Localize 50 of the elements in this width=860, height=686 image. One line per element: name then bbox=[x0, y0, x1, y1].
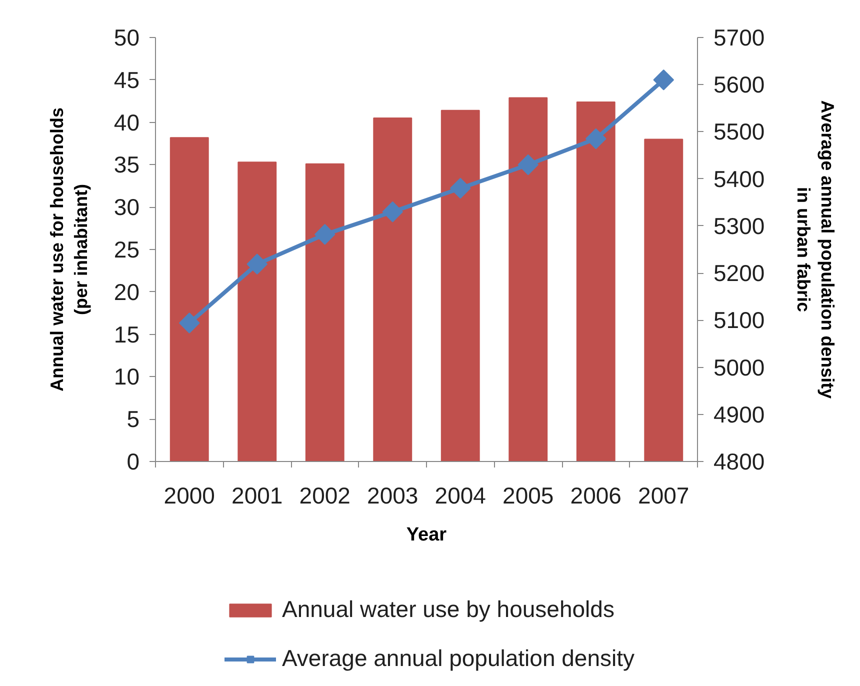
point bbox=[653, 70, 674, 90]
y2-tick-label: 5000 bbox=[714, 354, 765, 380]
bar bbox=[373, 118, 412, 462]
y2-tick-label: 5400 bbox=[714, 166, 765, 192]
bar bbox=[508, 97, 548, 462]
y-tick-label: 35 bbox=[114, 152, 140, 178]
y-tick-label: 20 bbox=[114, 278, 140, 305]
x-tick-label: 2003 bbox=[367, 482, 418, 508]
y-tick-label: 10 bbox=[114, 364, 140, 390]
y2-tick-label: 4900 bbox=[714, 401, 765, 428]
x-tick-label: 2002 bbox=[299, 482, 350, 508]
point bbox=[314, 224, 336, 245]
y2-tick-label: 5200 bbox=[714, 260, 765, 286]
bar bbox=[238, 162, 277, 462]
y-tick-label: 5 bbox=[126, 406, 140, 432]
y2-tick-label: 5500 bbox=[714, 118, 765, 145]
point bbox=[450, 178, 471, 199]
legend-label: Average annual population density bbox=[282, 645, 635, 672]
x-tick-label: 2004 bbox=[434, 482, 486, 508]
point bbox=[246, 254, 268, 275]
y-tick-label: 45 bbox=[114, 66, 140, 93]
y-tick-label: 40 bbox=[114, 109, 140, 136]
y2-tick-label: 4800 bbox=[714, 448, 765, 474]
x-tick-label: 2001 bbox=[232, 482, 283, 508]
x-tick-label: 2000 bbox=[164, 482, 215, 508]
x-axis-title: Year bbox=[406, 524, 448, 546]
x-tick-label: 2007 bbox=[638, 482, 690, 508]
bar bbox=[170, 137, 209, 462]
x-tick-label: 2006 bbox=[570, 482, 622, 508]
x-tick-label: 2005 bbox=[502, 482, 554, 508]
bar bbox=[440, 110, 480, 462]
y2-tick-label: 5300 bbox=[714, 212, 765, 239]
bar bbox=[576, 101, 616, 462]
point bbox=[178, 312, 200, 334]
bar bbox=[644, 138, 684, 462]
y-tick-label: 50 bbox=[114, 24, 140, 50]
y-tick-label: 15 bbox=[114, 321, 140, 348]
y-tick-label: 30 bbox=[114, 194, 140, 220]
point bbox=[382, 201, 404, 222]
y-tick-label: 25 bbox=[114, 236, 140, 262]
y-tick-label: 0 bbox=[126, 448, 140, 474]
y2-tick-label: 5700 bbox=[714, 24, 765, 50]
legend-label: Annual water use by households bbox=[282, 596, 614, 623]
y2-axis-title: Average annual population density in urban fabric bbox=[794, 100, 838, 399]
y2-tick-label: 5600 bbox=[714, 72, 765, 98]
point bbox=[518, 154, 539, 176]
y-axis-title: Annual water use for households (per inhabitant) bbox=[46, 107, 91, 392]
y2-tick-label: 5100 bbox=[714, 307, 765, 334]
bar bbox=[305, 163, 344, 462]
point bbox=[585, 128, 606, 150]
